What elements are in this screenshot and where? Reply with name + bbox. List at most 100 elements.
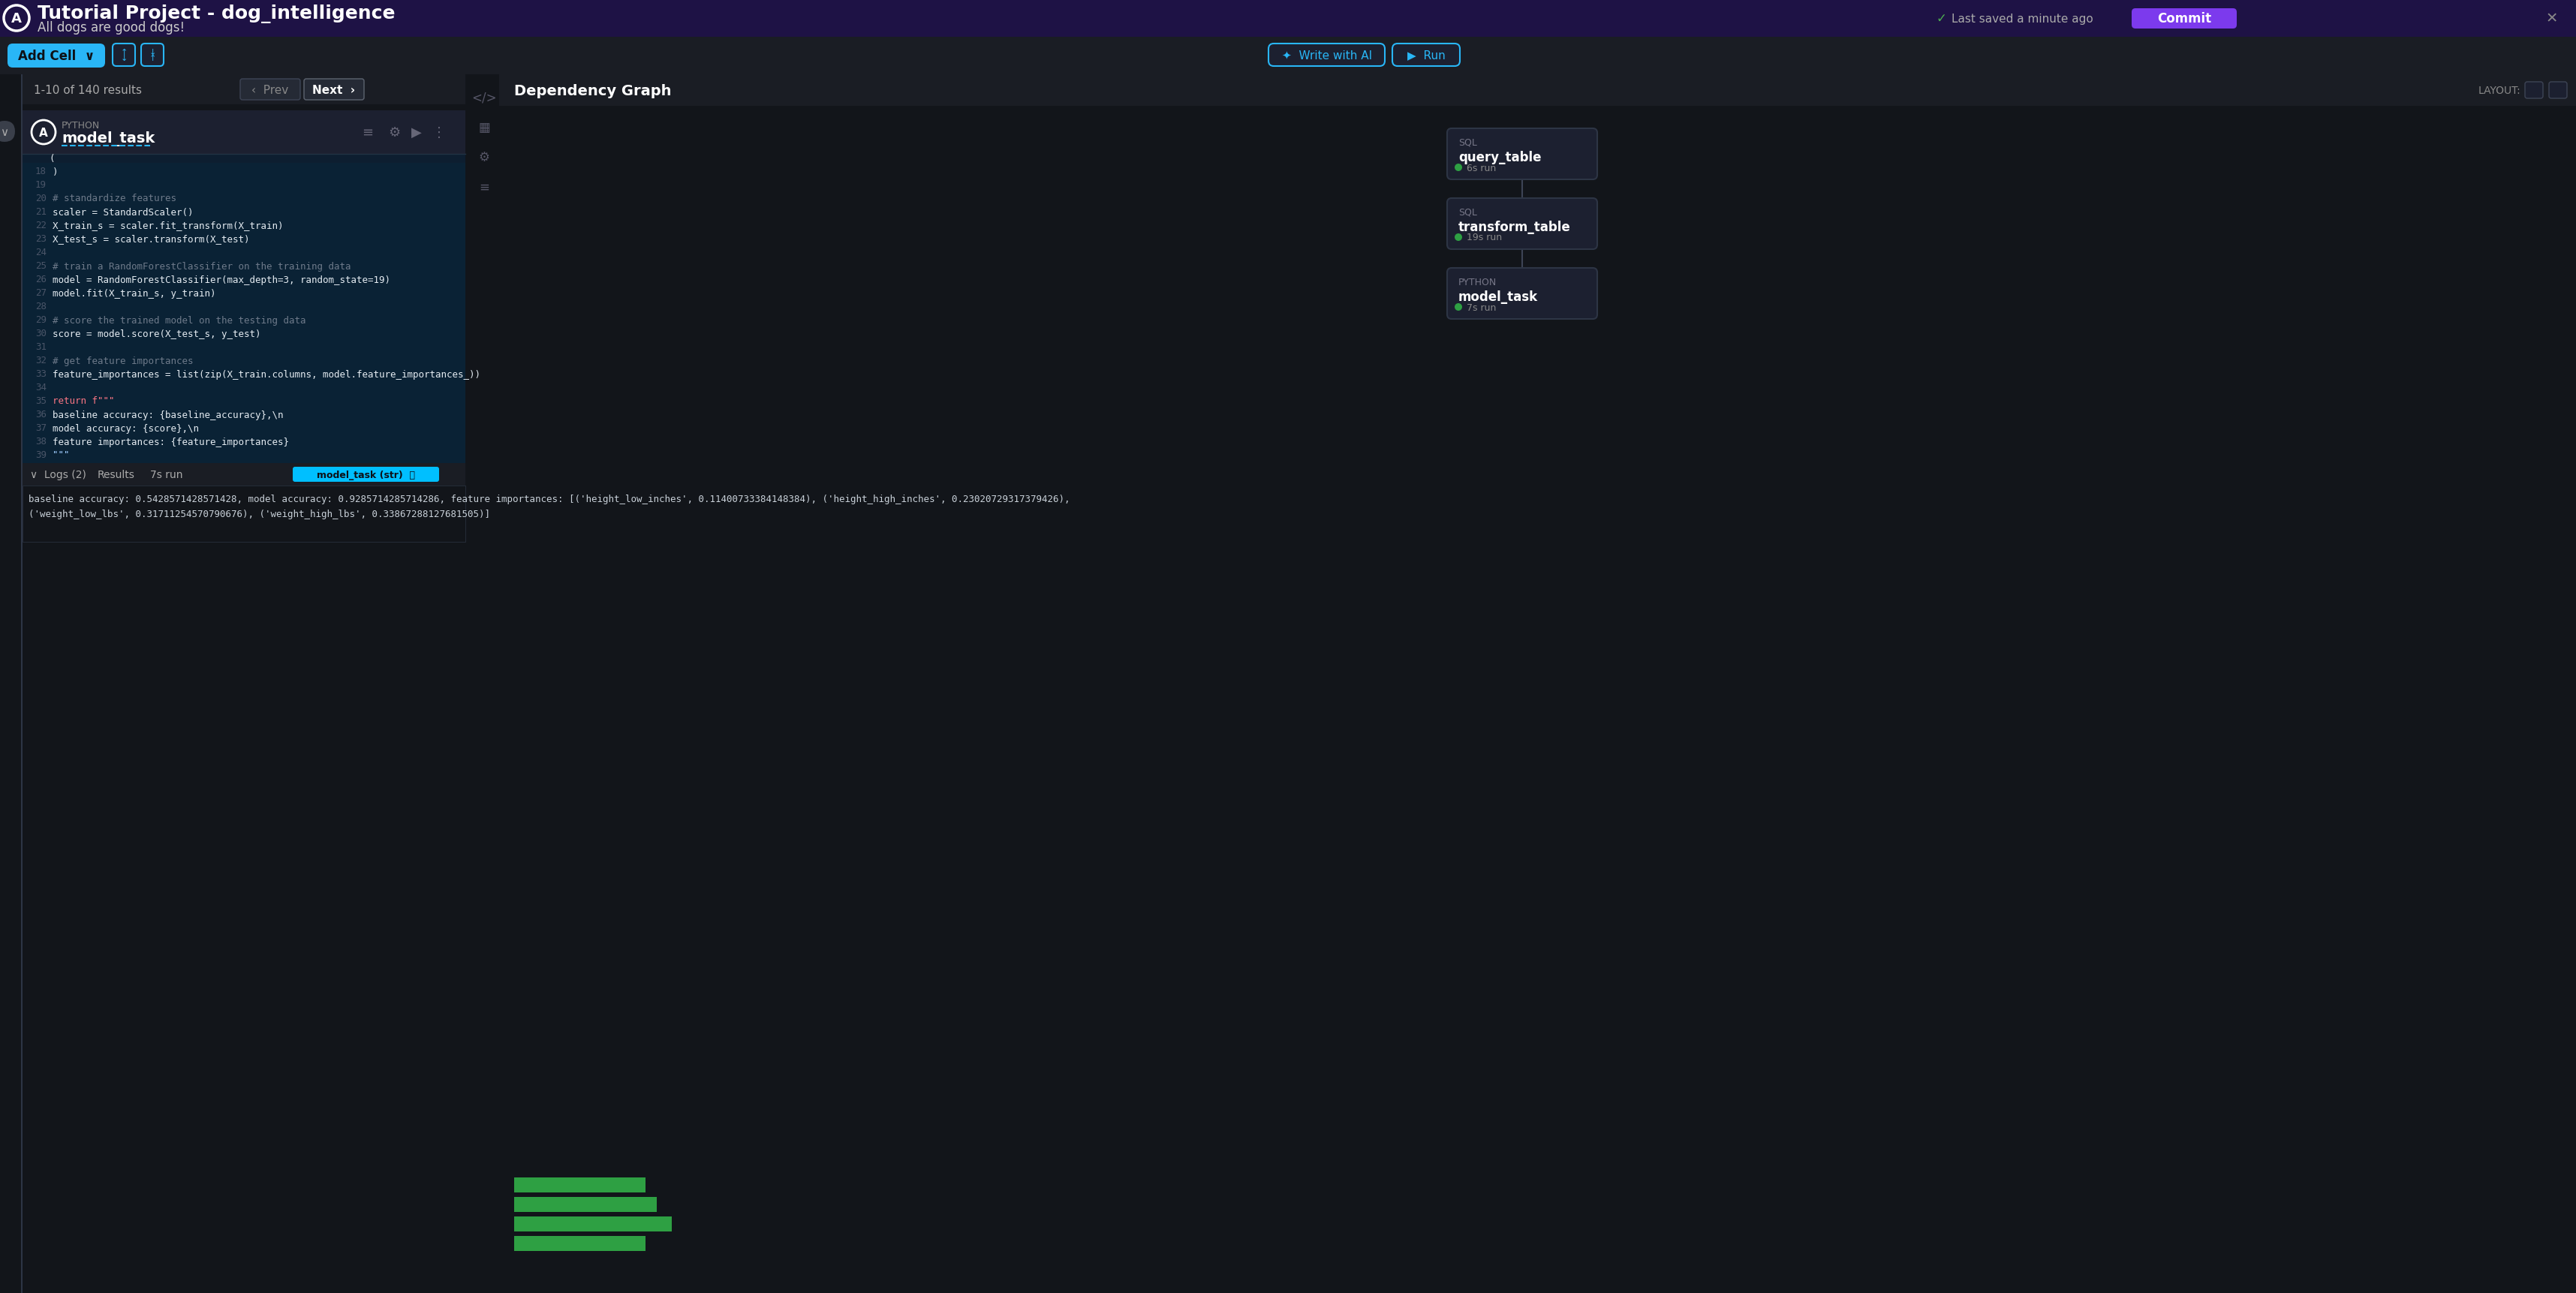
Text: 37: 37 xyxy=(36,423,46,433)
FancyBboxPatch shape xyxy=(294,467,438,482)
Text: 20: 20 xyxy=(36,194,46,203)
Bar xyxy=(23,111,466,1293)
Text: Tutorial Project - dog_intelligence: Tutorial Project - dog_intelligence xyxy=(39,4,394,23)
Text: Results: Results xyxy=(98,469,134,480)
FancyBboxPatch shape xyxy=(113,44,134,67)
Text: baseline accuracy: {baseline_accuracy},\n: baseline accuracy: {baseline_accuracy},\… xyxy=(52,410,283,420)
Text: ): ) xyxy=(52,167,59,177)
Bar xyxy=(500,75,2576,106)
Text: model_task: model_task xyxy=(1458,290,1538,304)
Text: SQL: SQL xyxy=(1458,137,1476,147)
Text: ✓: ✓ xyxy=(1937,12,1947,26)
Bar xyxy=(23,163,466,463)
Bar xyxy=(515,1197,657,1212)
FancyBboxPatch shape xyxy=(1448,129,1597,180)
Text: ⚙: ⚙ xyxy=(479,151,489,164)
Text: ∨: ∨ xyxy=(0,127,8,137)
Text: PYTHON: PYTHON xyxy=(1458,277,1497,287)
Text: transform_table: transform_table xyxy=(1458,221,1571,234)
Text: 22: 22 xyxy=(36,221,46,230)
Text: ▶  Run: ▶ Run xyxy=(1406,50,1445,61)
Text: 35: 35 xyxy=(36,397,46,406)
Text: # train a RandomForestClassifier on the training data: # train a RandomForestClassifier on the … xyxy=(52,261,350,272)
Text: ≡: ≡ xyxy=(479,181,489,194)
Text: SQL: SQL xyxy=(1458,207,1476,217)
Text: baseline accuracy: 0.5428571428571428, model accuracy: 0.9285714285714286, featu: baseline accuracy: 0.5428571428571428, m… xyxy=(28,495,1069,504)
Text: Add Cell  ∨: Add Cell ∨ xyxy=(18,49,95,63)
Bar xyxy=(515,1236,647,1252)
Bar xyxy=(23,486,466,542)
Bar xyxy=(500,75,2576,1293)
Text: X_test_s = scaler.transform(X_test): X_test_s = scaler.transform(X_test) xyxy=(52,234,250,244)
Text: 18: 18 xyxy=(36,167,46,177)
Text: ∨  Logs (2): ∨ Logs (2) xyxy=(31,469,85,480)
Text: ↑
↓: ↑ ↓ xyxy=(121,49,126,62)
Text: model_task: model_task xyxy=(62,132,155,146)
Bar xyxy=(0,0,2576,37)
Bar xyxy=(0,75,21,1293)
Bar xyxy=(23,154,466,163)
Text: scaler = StandardScaler(): scaler = StandardScaler() xyxy=(52,207,193,217)
Text: feature_importances = list(zip(X_train.columns, model.feature_importances_)): feature_importances = list(zip(X_train.c… xyxy=(52,370,479,379)
Text: 27: 27 xyxy=(36,288,46,299)
Text: 19: 19 xyxy=(36,181,46,190)
Bar xyxy=(515,1178,647,1192)
Text: All dogs are good dogs!: All dogs are good dogs! xyxy=(39,21,185,35)
FancyBboxPatch shape xyxy=(142,44,165,67)
Text: 24: 24 xyxy=(36,248,46,257)
Text: ✦  Write with AI: ✦ Write with AI xyxy=(1283,50,1373,61)
Text: model_task (str)  ⓘ: model_task (str) ⓘ xyxy=(317,469,415,480)
Text: 39: 39 xyxy=(36,450,46,460)
Text: Last saved a minute ago: Last saved a minute ago xyxy=(1953,13,2094,25)
Text: A: A xyxy=(39,127,49,138)
Text: ('weight_low_lbs', 0.31711254570790676), ('weight_high_lbs', 0.33867288127681505: ('weight_low_lbs', 0.31711254570790676),… xyxy=(28,509,489,520)
FancyBboxPatch shape xyxy=(1394,44,1461,67)
Bar xyxy=(23,75,466,105)
Text: 6s run: 6s run xyxy=(1466,163,1497,173)
Text: model.fit(X_train_s, y_train): model.fit(X_train_s, y_train) xyxy=(52,288,216,299)
Text: ≡: ≡ xyxy=(363,125,374,140)
Circle shape xyxy=(1455,234,1463,242)
Bar xyxy=(23,463,466,486)
Text: 30: 30 xyxy=(36,328,46,339)
Text: A: A xyxy=(10,12,21,26)
Text: ▦: ▦ xyxy=(479,120,489,134)
Text: """: """ xyxy=(52,450,70,460)
Text: 25: 25 xyxy=(36,261,46,272)
Text: 33: 33 xyxy=(36,370,46,379)
Text: ⋮: ⋮ xyxy=(433,125,446,140)
Text: 29: 29 xyxy=(36,315,46,325)
Text: ⚙: ⚙ xyxy=(389,125,399,140)
FancyBboxPatch shape xyxy=(1448,199,1597,250)
Text: model accuracy: {score},\n: model accuracy: {score},\n xyxy=(52,423,198,433)
Text: query_table: query_table xyxy=(1458,151,1540,164)
Text: ↓
↑: ↓ ↑ xyxy=(149,49,157,62)
Text: 26: 26 xyxy=(36,275,46,284)
FancyBboxPatch shape xyxy=(304,79,363,101)
Text: # standardize features: # standardize features xyxy=(52,194,175,203)
Bar xyxy=(474,75,495,1293)
Text: Commit: Commit xyxy=(2156,12,2210,26)
Text: return f""": return f""" xyxy=(52,397,113,406)
FancyBboxPatch shape xyxy=(2133,9,2236,30)
Text: 36: 36 xyxy=(36,410,46,420)
Text: ‹  Prev: ‹ Prev xyxy=(252,84,289,96)
FancyBboxPatch shape xyxy=(1267,44,1386,67)
Text: (: ( xyxy=(49,154,54,164)
Bar xyxy=(515,1217,672,1231)
Text: PYTHON: PYTHON xyxy=(62,120,100,131)
Text: feature importances: {feature_importances}: feature importances: {feature_importance… xyxy=(52,437,289,446)
Circle shape xyxy=(1455,164,1463,172)
Text: 7s run: 7s run xyxy=(149,469,183,480)
FancyBboxPatch shape xyxy=(2524,83,2543,100)
Text: Dependency Graph: Dependency Graph xyxy=(515,84,672,98)
Text: 21: 21 xyxy=(36,207,46,217)
FancyBboxPatch shape xyxy=(240,79,301,101)
FancyBboxPatch shape xyxy=(0,122,15,142)
Text: # score the trained model on the testing data: # score the trained model on the testing… xyxy=(52,315,307,325)
Text: score = model.score(X_test_s, y_test): score = model.score(X_test_s, y_test) xyxy=(52,328,260,339)
Text: # get feature importances: # get feature importances xyxy=(52,356,193,366)
Text: 31: 31 xyxy=(36,343,46,352)
FancyBboxPatch shape xyxy=(1448,269,1597,319)
Text: model = RandomForestClassifier(max_depth=3, random_state=19): model = RandomForestClassifier(max_depth… xyxy=(52,275,392,284)
